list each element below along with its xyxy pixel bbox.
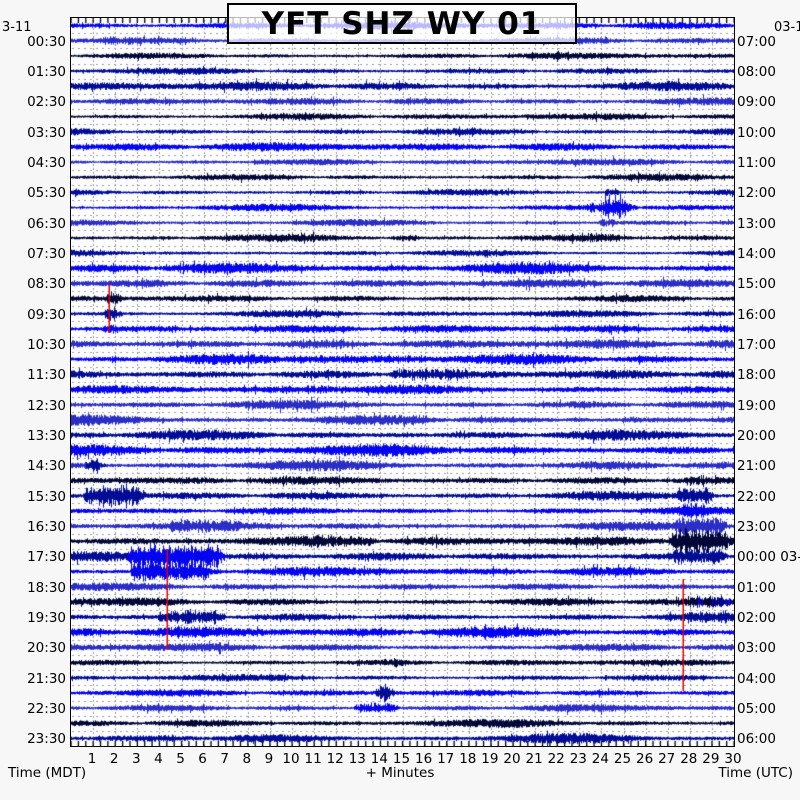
mdt-time-label: 02:30: [27, 94, 66, 111]
utc-time-label: 13:00: [737, 215, 776, 232]
utc-time-label: 12:00: [737, 185, 776, 202]
utc-time-label: 00:00 03-12: [737, 549, 800, 566]
minute-tick-label: 6: [198, 751, 207, 767]
mdt-time-label: 13:30: [27, 428, 66, 445]
minute-tick-label: 18: [459, 751, 477, 767]
minute-tick-label: 27: [658, 751, 676, 767]
minute-tick-label: 15: [392, 751, 411, 767]
utc-time-label: 19:00: [737, 397, 776, 414]
minute-tick-label: 7: [220, 751, 229, 767]
mdt-time-label: 16:30: [27, 519, 66, 536]
utc-time-label: 21:00: [737, 458, 776, 475]
date-label-top-right: 03-1: [774, 20, 800, 35]
utc-time-label: 04:00: [737, 670, 776, 687]
utc-time-label: 06:00: [737, 731, 776, 748]
utc-time-label: 16:00: [737, 306, 776, 323]
mdt-time-label: 18:30: [27, 579, 66, 596]
minute-tick-label: 21: [525, 751, 543, 767]
utc-time-label: 18:00: [737, 367, 776, 384]
utc-time-label: 15:00: [737, 276, 776, 293]
utc-time-label: 02:00: [737, 610, 776, 627]
mdt-time-label: 08:30: [27, 276, 66, 293]
minute-tick-label: 16: [415, 751, 433, 767]
minute-tick-label: 2: [109, 751, 119, 767]
minute-tick-label: 9: [264, 751, 274, 767]
mdt-axis-caption: Time (MDT): [8, 765, 87, 781]
utc-time-label: 09:00: [737, 94, 776, 111]
mdt-time-label: 01:30: [27, 64, 66, 81]
minute-tick-label: 8: [242, 751, 252, 767]
minute-tick-label: 26: [636, 751, 654, 767]
mdt-time-label: 11:30: [27, 367, 66, 384]
mdt-time-label: 12:30: [27, 397, 66, 414]
minute-tick-label: 29: [702, 751, 720, 767]
mdt-time-label: 05:30: [27, 185, 66, 202]
station-title: YFT SHZ WY 01: [261, 5, 543, 42]
minute-tick-label: 14: [370, 751, 388, 767]
mdt-time-label: 23:30: [27, 731, 66, 748]
mdt-time-label: 09:30: [27, 306, 66, 323]
utc-time-label: 08:00: [737, 64, 776, 81]
minute-tick-label: 28: [680, 751, 698, 767]
minute-tick-label: 24: [591, 751, 609, 767]
utc-axis-caption: Time (UTC): [718, 765, 793, 781]
mdt-time-label: 03:30: [27, 124, 66, 141]
date-label-top-left: 3-11: [2, 20, 32, 35]
mdt-time-label: 17:30: [27, 549, 66, 566]
utc-time-label: 10:00: [737, 124, 776, 141]
minute-tick-label: 30: [724, 751, 742, 767]
minute-axis-caption: + Minutes: [365, 765, 435, 781]
minute-tick-label: 13: [348, 751, 366, 767]
mdt-time-label: 21:30: [27, 670, 66, 687]
mdt-time-label: 15:30: [27, 488, 66, 505]
minute-tick-label: 22: [547, 751, 565, 767]
helicorder-plot: [70, 17, 735, 747]
minute-tick-label: 4: [154, 751, 163, 767]
mdt-time-label: 20:30: [27, 640, 66, 657]
utc-time-label: 01:00: [737, 579, 776, 596]
utc-time-label: 14:00: [737, 246, 776, 263]
minute-tick-label: 23: [569, 751, 587, 767]
minute-tick-label: 1: [87, 751, 97, 767]
minute-tick-label: 10: [282, 751, 300, 767]
station-title-box: YFT SHZ WY 01: [227, 3, 577, 44]
utc-time-label: 23:00: [737, 519, 776, 536]
utc-time-label: 20:00: [737, 428, 776, 445]
mdt-time-label: 06:30: [27, 215, 66, 232]
minute-tick-label: 20: [503, 751, 521, 767]
minute-tick-label: 11: [304, 751, 322, 767]
utc-time-label: 17:00: [737, 337, 776, 354]
minute-tick-label: 25: [613, 751, 632, 767]
mdt-time-label: 00:30: [27, 33, 66, 50]
utc-time-label: 22:00: [737, 488, 776, 505]
minute-tick-label: 12: [326, 751, 344, 767]
minute-tick-label: 5: [176, 751, 185, 767]
utc-time-label: 11:00: [737, 155, 776, 172]
minute-tick-label: 3: [132, 751, 141, 767]
minute-tick-label: 17: [437, 751, 455, 767]
mdt-time-label: 10:30: [27, 337, 66, 354]
mdt-time-label: 22:30: [27, 701, 66, 718]
mdt-time-label: 14:30: [27, 458, 66, 475]
mdt-time-label: 19:30: [27, 610, 66, 627]
minute-tick-label: 19: [481, 751, 499, 767]
mdt-time-label: 07:30: [27, 246, 66, 263]
utc-time-label: 07:00: [737, 33, 776, 50]
utc-time-label: 05:00: [737, 701, 776, 718]
utc-time-label: 03:00: [737, 640, 776, 657]
mdt-time-label: 04:30: [27, 155, 66, 172]
